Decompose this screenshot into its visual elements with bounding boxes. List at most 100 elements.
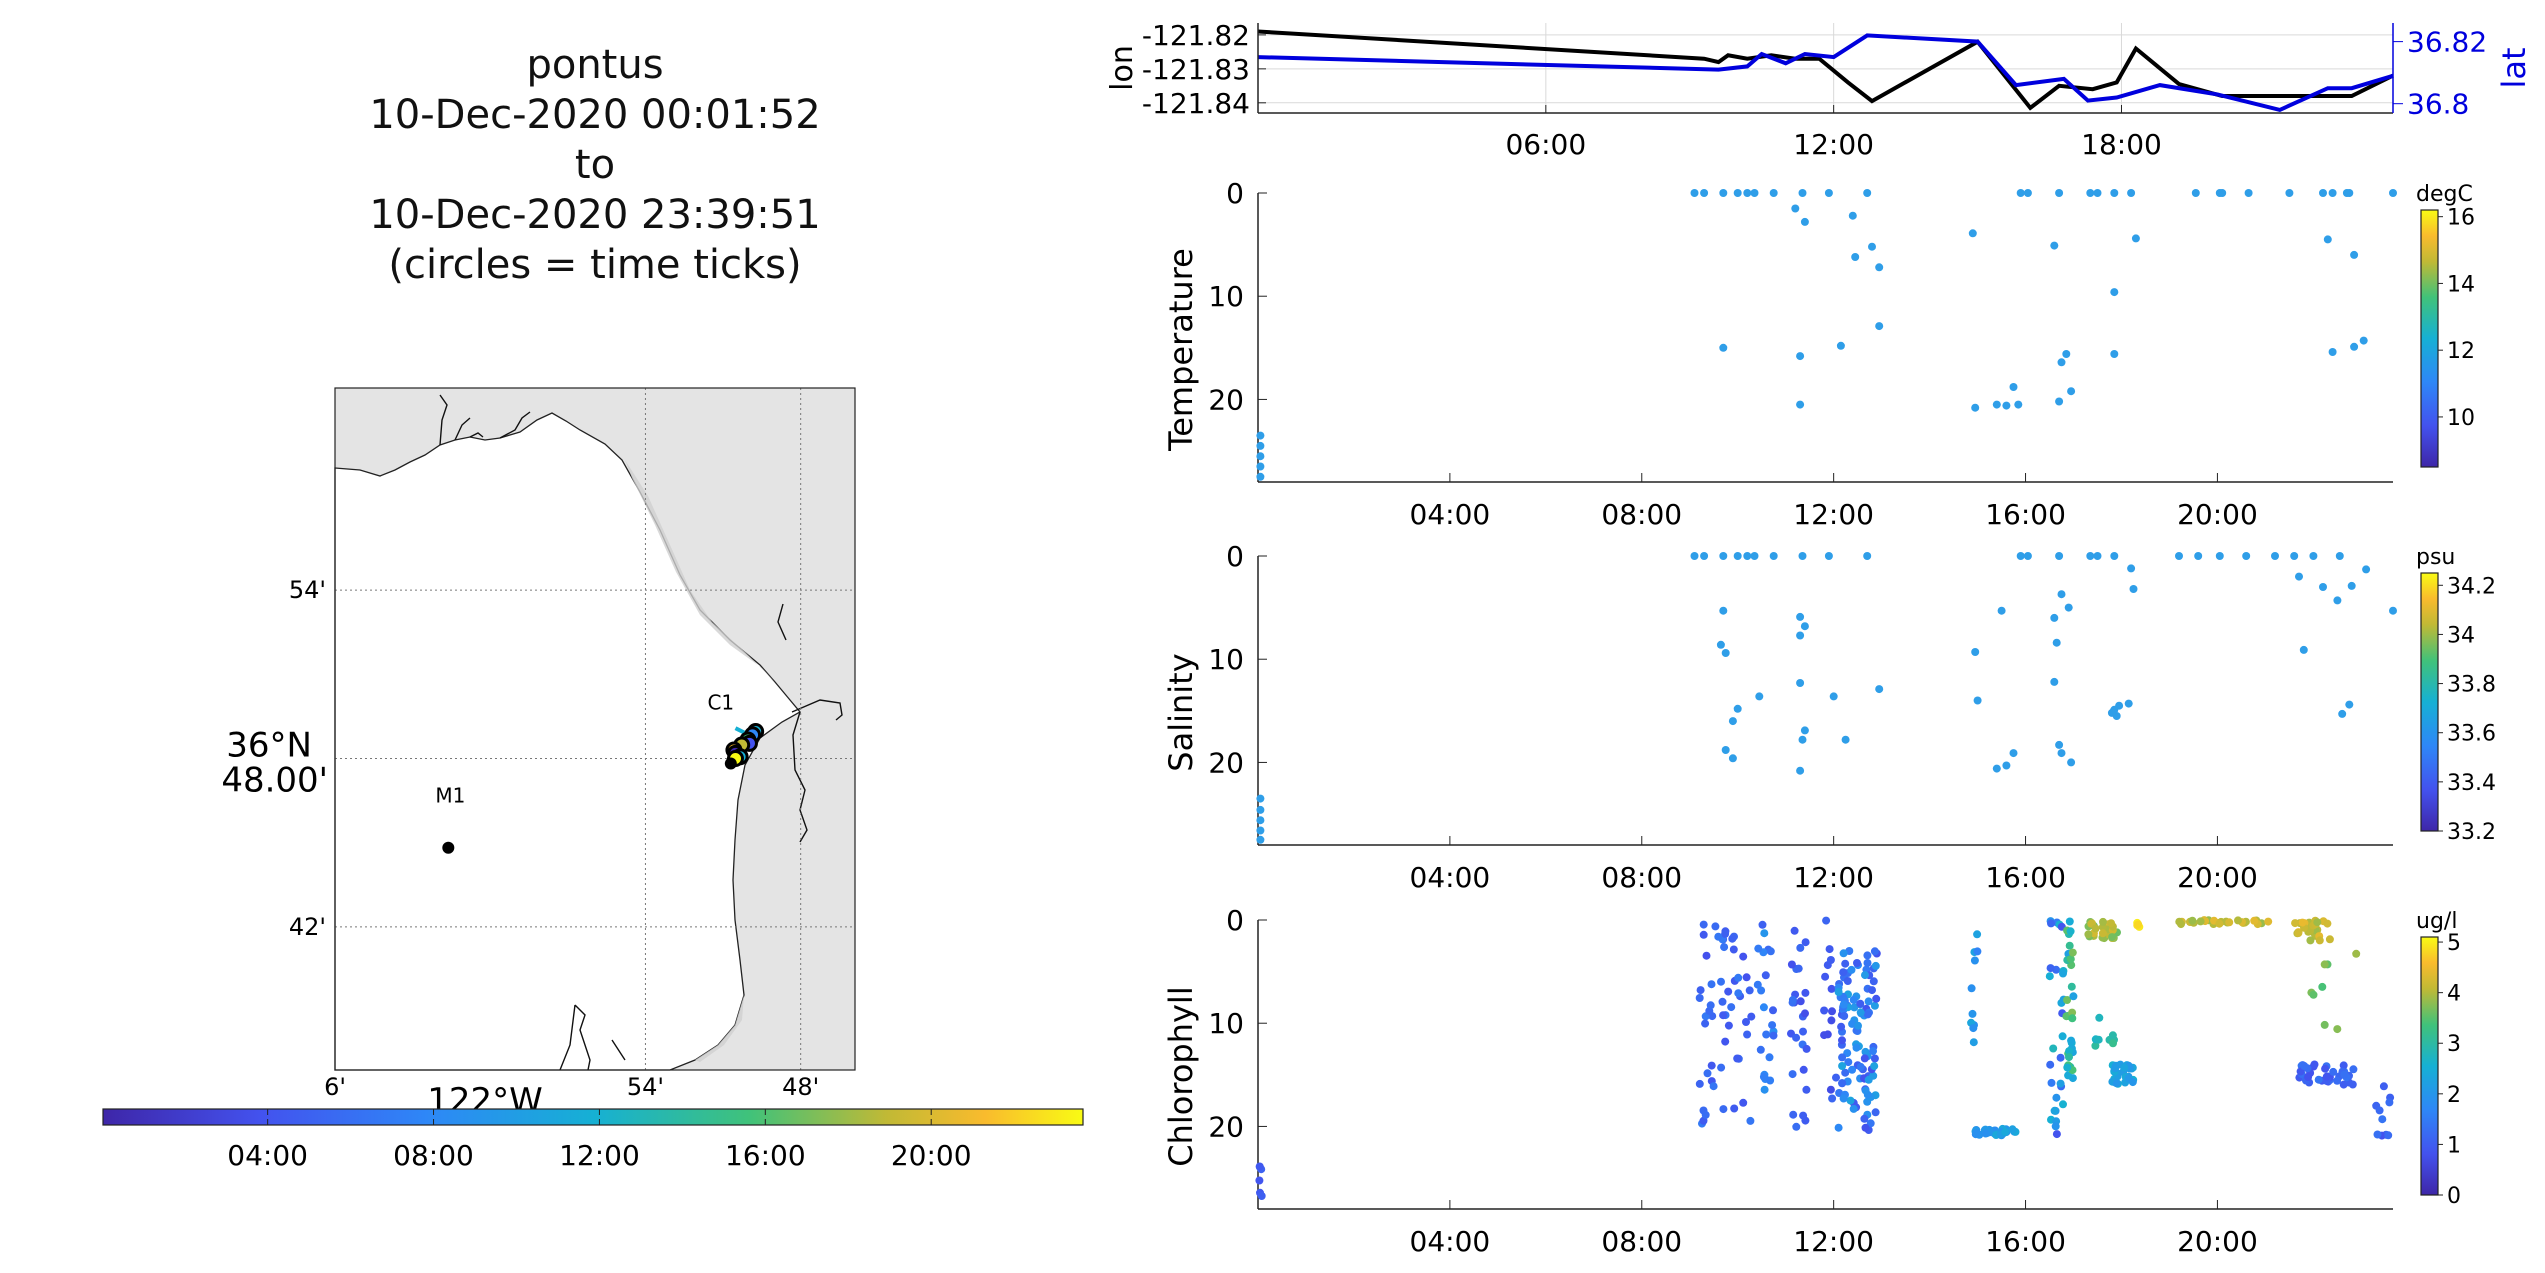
- temperature-data-point: [2055, 397, 2064, 406]
- chlorophyll-data-point: [1707, 980, 1716, 989]
- chlorophyll-data-point: [1792, 1122, 1801, 1131]
- chlorophyll-colorbar-tick-label: 4: [2447, 982, 2461, 1007]
- station-marker-c1: [724, 757, 737, 770]
- salinity-colorbar-tick-label: 33.4: [2447, 771, 2496, 796]
- salinity-data-point: [2347, 581, 2356, 590]
- chlorophyll-data-point: [2384, 1131, 2393, 1140]
- chlorophyll-data-point: [1760, 1085, 1769, 1094]
- time-colorbar-tick-label: 12:00: [559, 1139, 640, 1172]
- chlorophyll-data-point: [1860, 1114, 1869, 1123]
- chlorophyll-data-point: [1969, 1024, 1978, 1033]
- temperature-data-point: [1836, 341, 1845, 350]
- chlorophyll-data-point: [2188, 916, 2197, 925]
- salinity-data-point: [2093, 552, 2102, 560]
- map-lon-label: 6': [324, 1073, 346, 1101]
- salinity-colorbar-tick-label: 33.2: [2447, 820, 2496, 845]
- temperature-data-point: [1863, 189, 1872, 197]
- chlorophyll-data-point: [1789, 1110, 1798, 1119]
- salinity-data-point: [2086, 552, 2095, 560]
- chlorophyll-data-point: [1796, 997, 1805, 1006]
- salinity-data-point: [2338, 709, 2347, 718]
- salinity-data-point: [2023, 552, 2032, 560]
- temperature-data-point: [2062, 350, 2071, 358]
- chlorophyll-data-point: [2196, 917, 2205, 926]
- chlorophyll-data-point: [2375, 1106, 2384, 1115]
- temperature-data-point: [1796, 352, 1805, 361]
- chlorophyll-data-point: [1717, 977, 1725, 986]
- temperature-data-point: [2023, 189, 2032, 197]
- time-colorbar: 04:00 08:00 12:00 16:00 20:00: [102, 1108, 1084, 1172]
- salinity-data-point: [2215, 552, 2224, 560]
- salinity-data-point: [2002, 761, 2011, 770]
- title-line-2: 10-Dec-2020 00:01:52: [369, 92, 821, 138]
- chlorophyll-data-point: [1828, 1094, 1837, 1103]
- chlorophyll-data-point: [2050, 1106, 2059, 1115]
- chlorophyll-data-point: [1719, 1105, 1728, 1114]
- chlorophyll-data-point: [1841, 1068, 1850, 1077]
- salinity-data-point: [1973, 696, 1982, 705]
- chlorophyll-data-point: [2313, 918, 2322, 927]
- chlorophyll-data-point: [1796, 943, 1805, 952]
- chlorophyll-data-point: [1820, 1006, 1829, 1015]
- salinity-colorbar-unit: psu: [2416, 545, 2455, 570]
- chlorophyll-data-point: [1838, 1036, 1846, 1045]
- chlorophyll-data-point: [1706, 1001, 1715, 1010]
- chlorophyll-data-point: [1861, 1047, 1870, 1056]
- chlorophyll-data-point: [1860, 1054, 1869, 1063]
- chlorophyll-data-point: [1799, 1027, 1807, 1036]
- salinity-data-point: [1863, 552, 1872, 560]
- chlorophyll-data-point: [1759, 1003, 1768, 1012]
- chlorophyll-data-point: [1718, 997, 1727, 1006]
- chlorophyll-data-point: [1848, 1065, 1857, 1074]
- chlorophyll-data-point: [1801, 988, 1810, 997]
- title-line-3: to: [574, 142, 616, 188]
- salinity-data-point: [1755, 692, 1764, 701]
- chlorophyll-colorbar: [2420, 936, 2439, 1196]
- salinity-data-point: [1743, 552, 1752, 560]
- temperature-data-point: [2127, 189, 2136, 197]
- salinity-data-point: [1690, 552, 1699, 560]
- map-frame: [334, 387, 856, 1071]
- temperature-data-point: [1256, 462, 1265, 471]
- chlorophyll-data-point: [2318, 982, 2327, 991]
- salinity-x-tick-label: 12:00: [1793, 861, 1874, 894]
- map-lat-label: 42': [289, 913, 326, 941]
- temperature-data-point: [1256, 431, 1265, 440]
- time-colorbar-tick-label: 08:00: [393, 1139, 474, 1172]
- salinity-colorbar-tick-label: 33.6: [2447, 722, 2496, 747]
- chlorophyll-data-point: [1861, 1123, 1870, 1132]
- temperature-data-point: [1968, 229, 1977, 238]
- chlorophyll-data-point: [2067, 982, 2076, 991]
- chlorophyll-data-point: [1846, 1096, 1855, 1105]
- lonlat-y2label: lat: [2495, 47, 2533, 88]
- lonlat-y-tick-label: -121.82: [1142, 19, 1250, 52]
- chlorophyll-data-point: [1834, 1123, 1843, 1132]
- salinity-data-point: [2127, 564, 2136, 573]
- chlorophyll-data-point: [1866, 1119, 1875, 1128]
- chlorophyll-data-point: [1727, 1003, 1736, 1012]
- lonlat-series-lon: [1257, 29, 2394, 111]
- temperature-colorbar-tick-label: 12: [2447, 339, 2475, 364]
- chlorophyll-data-point: [1739, 952, 1748, 961]
- chlorophyll-colorbar-tick-label: 3: [2447, 1032, 2461, 1057]
- station-label-c1: C1: [707, 691, 734, 715]
- chlorophyll-colorbar-tick-label: 0: [2447, 1184, 2461, 1209]
- chlorophyll-data-point: [1853, 959, 1861, 967]
- chlorophyll-data-point: [1821, 972, 1830, 981]
- chlorophyll-data-point: [2304, 1073, 2313, 1081]
- chlorophyll-data-point: [1828, 1007, 1836, 1016]
- chlorophyll-data-point: [1257, 1192, 1266, 1200]
- temperature-x-tick-label: 04:00: [1410, 498, 1491, 531]
- chlorophyll-data-point: [2059, 969, 2067, 978]
- chlorophyll-data-point: [2065, 1047, 2074, 1056]
- salinity-data-point: [2345, 700, 2354, 709]
- chlorophyll-data-point: [2120, 1063, 2129, 1072]
- chlorophyll-data-point: [2323, 919, 2332, 928]
- map-lat-label: 36°N: [226, 725, 312, 765]
- temperature-data-point: [2389, 189, 2397, 197]
- chlorophyll-colorbar-tick-label: 2: [2447, 1083, 2461, 1108]
- chlorophyll-data-point: [2112, 1079, 2121, 1088]
- chlorophyll-data-point: [1724, 987, 1733, 996]
- chlorophyll-data-point: [2320, 960, 2329, 969]
- vehicle-track: [725, 723, 765, 767]
